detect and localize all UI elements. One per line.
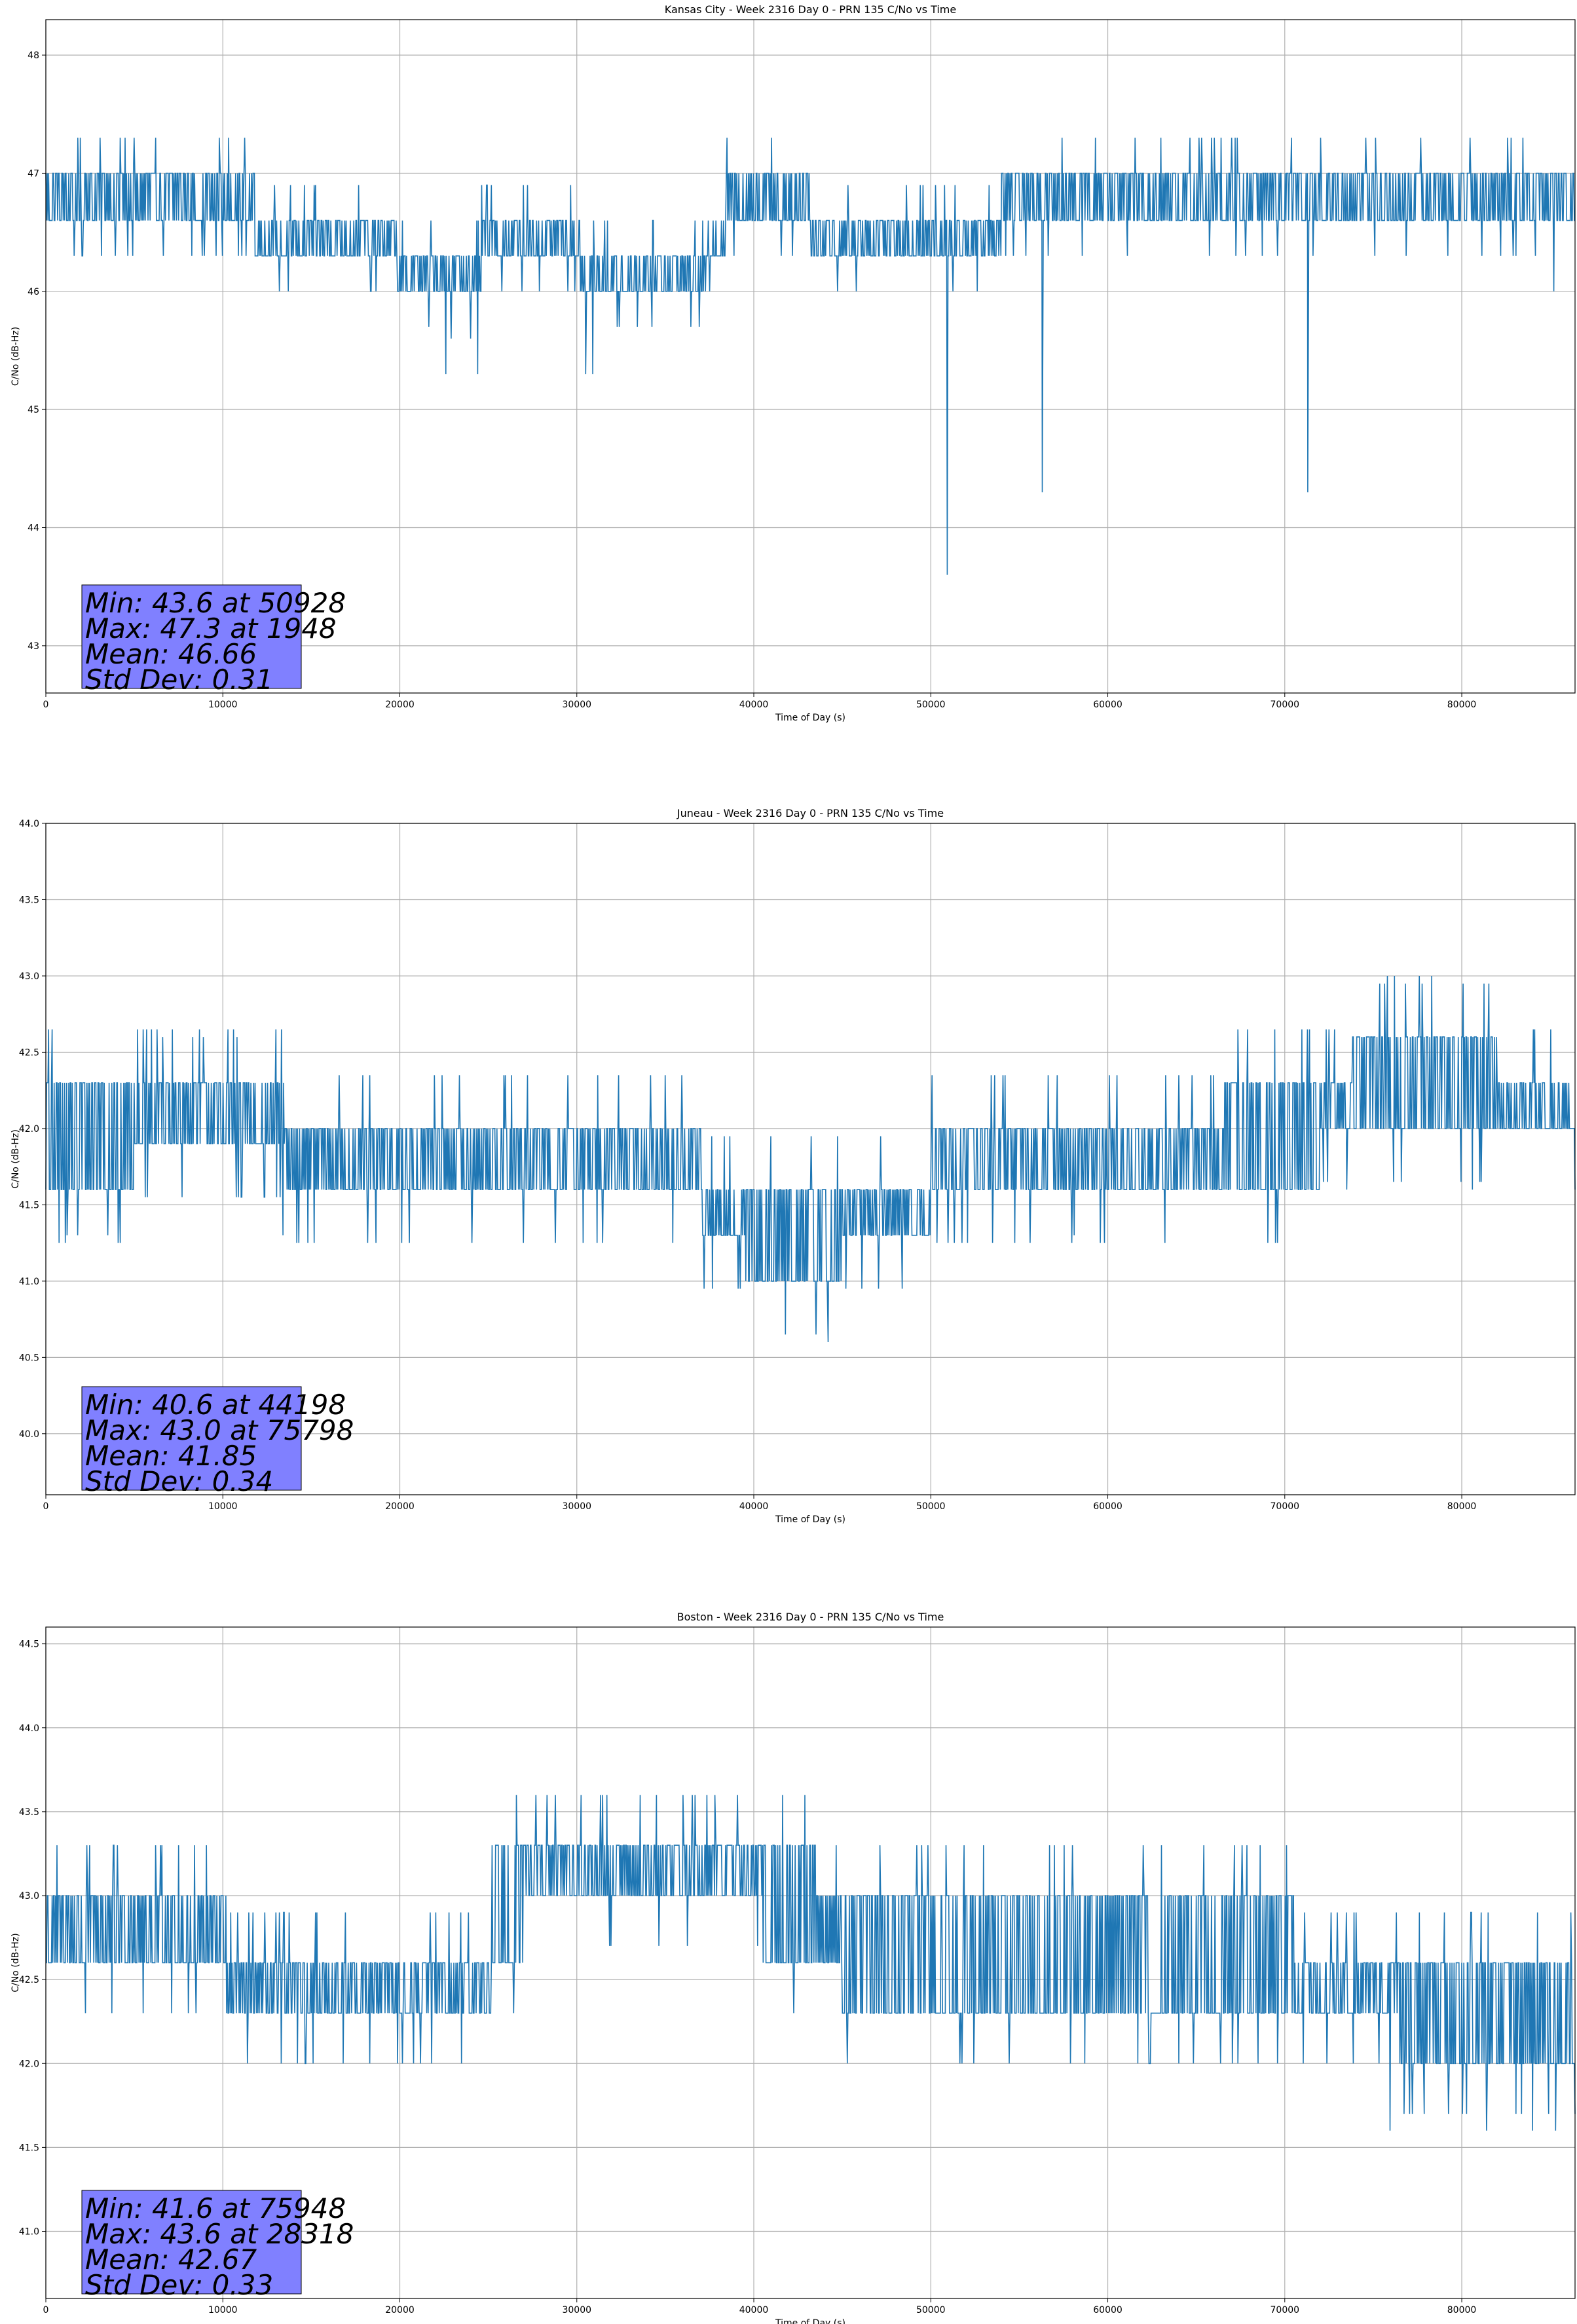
x-tick-label: 10000 [208, 1501, 238, 1512]
y-tick-label: 43 [28, 641, 39, 652]
y-tick-label: 43.5 [19, 1807, 39, 1818]
x-tick-label: 80000 [1447, 1501, 1477, 1512]
x-tick-label: 60000 [1093, 2305, 1122, 2315]
x-axis-label: Time of Day (s) [775, 1514, 845, 1525]
x-tick-label: 0 [43, 1501, 49, 1512]
axes-frame [45, 823, 1576, 1495]
y-axis-label: C/No (dB-Hz) [10, 1129, 21, 1188]
y-tick-label: 41.0 [19, 2227, 39, 2238]
stats-line: Max: 43.6 at 28318 [85, 2218, 354, 2250]
y-tick-label: 43.0 [19, 1891, 39, 1902]
y-tick-label: 47 [28, 168, 39, 179]
y-tick-label: 42.0 [19, 1124, 39, 1134]
x-tick-label: 40000 [739, 2305, 769, 2315]
x-tick-label: 40000 [739, 700, 769, 710]
stats-line: Min: 43.6 at 50928 [85, 587, 346, 619]
subplot-kansas-city: Kansas City - Week 2316 Day 0 - PRN 135 … [10, 3, 1576, 723]
y-tick-label: 41.0 [19, 1277, 39, 1287]
chart-title: Boston - Week 2316 Day 0 - PRN 135 C/No … [677, 1611, 944, 1623]
x-tick-label: 30000 [562, 2305, 591, 2315]
y-tick-label: 44.5 [19, 1640, 39, 1650]
subplot-boston: Boston - Week 2316 Day 0 - PRN 135 C/No … [10, 1611, 1576, 2324]
stats-line: Max: 47.3 at 1948 [85, 612, 337, 645]
x-tick-label: 20000 [385, 1501, 415, 1512]
x-tick-label: 70000 [1271, 2305, 1300, 2315]
y-tick-label: 42.0 [19, 2059, 39, 2069]
y-axis-label: C/No (dB-Hz) [10, 327, 21, 386]
x-tick-label: 50000 [916, 700, 946, 710]
x-tick-label: 30000 [562, 700, 591, 710]
x-tick-label: 10000 [208, 2305, 238, 2315]
axes-frame [45, 1626, 1576, 2299]
x-tick-label: 40000 [739, 1501, 769, 1512]
subplot-juneau: Juneau - Week 2316 Day 0 - PRN 135 C/No … [10, 807, 1576, 1525]
plot-area: 0 10000 20000 30000 40000 50000 60000 70000 8000… [28, 19, 1576, 710]
stats-box [81, 1386, 302, 1491]
stats-line: Std Dev: 0.34 [85, 1465, 273, 1497]
chart-title: Juneau - Week 2316 Day 0 - PRN 135 C/No … [677, 807, 944, 819]
stats-line: Min: 40.6 at 44198 [85, 1389, 346, 1421]
x-tick-label: 50000 [916, 2305, 946, 2315]
x-axis-label: Time of Day (s) [775, 2318, 845, 2324]
y-tick-label: 41.5 [19, 2143, 39, 2153]
stats-line: Min: 41.6 at 75948 [85, 2192, 346, 2224]
y-tick-label: 40.0 [19, 1429, 39, 1440]
x-tick-label: 60000 [1093, 700, 1122, 710]
y-tick-label: 44.0 [19, 819, 39, 829]
x-axis-label: Time of Day (s) [775, 713, 845, 723]
x-tick-label: 20000 [385, 700, 415, 710]
x-tick-label: 10000 [208, 700, 238, 710]
y-tick-label: 44 [28, 523, 39, 534]
x-tick-label: 50000 [916, 1501, 946, 1512]
x-tick-label: 30000 [562, 1501, 591, 1512]
stats-line: Mean: 46.66 [85, 638, 257, 670]
stats-box [81, 2190, 302, 2295]
y-tick-label: 40.5 [19, 1353, 39, 1363]
y-tick-label: 41.5 [19, 1200, 39, 1210]
x-tick-label: 70000 [1271, 700, 1300, 710]
x-tick-label: 80000 [1447, 2305, 1477, 2315]
x-tick-label: 70000 [1271, 1501, 1300, 1512]
series-line [45, 138, 1575, 575]
x-tick-label: 0 [43, 2305, 49, 2315]
y-tick-label: 44.0 [19, 1723, 39, 1734]
y-tick-label: 43.5 [19, 895, 39, 905]
stats-box [81, 584, 302, 689]
axes-frame [45, 19, 1576, 694]
y-tick-label: 48 [28, 50, 39, 61]
stats-line: Std Dev: 0.31 [85, 664, 273, 696]
x-tick-label: 80000 [1447, 700, 1477, 710]
x-tick-label: 0 [43, 700, 49, 710]
series-line [45, 975, 1576, 1343]
series-line [46, 1795, 1576, 2131]
plot-area: 0 10000 20000 30000 40000 50000 60000 70000 8000… [19, 1626, 1576, 2315]
x-tick-label: 60000 [1093, 1501, 1122, 1512]
y-tick-label: 43.0 [19, 971, 39, 982]
stats-line: Mean: 41.85 [85, 1440, 257, 1472]
stats-line: Mean: 42.67 [85, 2243, 257, 2276]
x-tick-label: 20000 [385, 2305, 415, 2315]
y-tick-label: 46 [28, 287, 39, 297]
stats-line: Std Dev: 0.33 [85, 2269, 273, 2301]
y-axis-label: C/No (dB-Hz) [10, 1933, 21, 1992]
plot-area: 0 10000 20000 30000 40000 50000 60000 70000 8000… [19, 819, 1576, 1512]
y-tick-label: 42.5 [19, 1047, 39, 1058]
stats-line: Max: 43.0 at 75798 [85, 1414, 354, 1446]
y-tick-label: 45 [28, 405, 39, 415]
y-tick-label: 42.5 [19, 1975, 39, 1985]
chart-title: Kansas City - Week 2316 Day 0 - PRN 135 … [665, 3, 956, 16]
